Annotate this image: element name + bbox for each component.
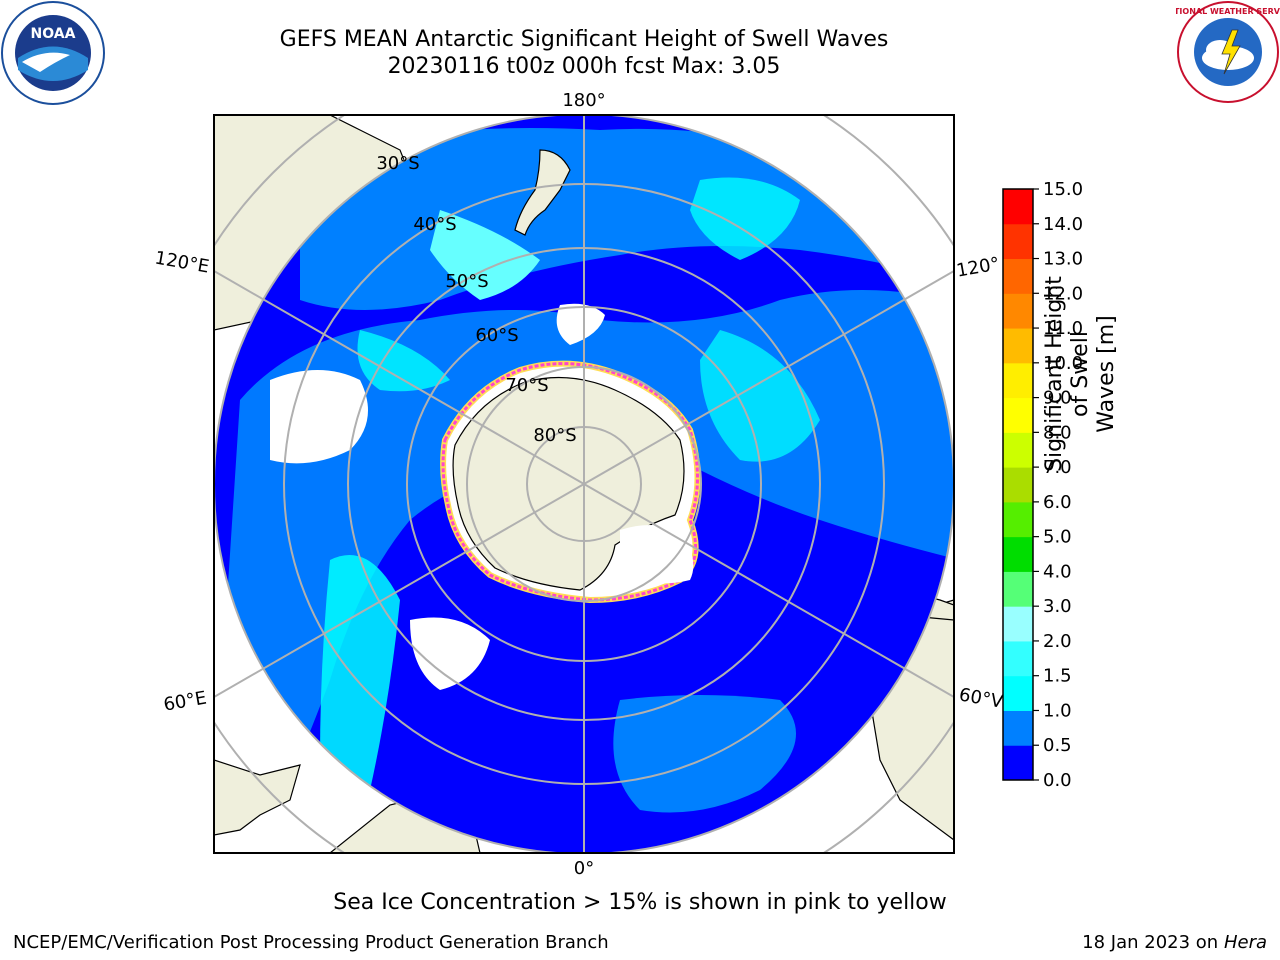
colorbar-bin — [1003, 571, 1033, 607]
swell-streak-indian — [320, 555, 400, 796]
chart-subtitle: 20230116 t00z 000h fcst Max: 3.05 — [387, 54, 781, 79]
colorbar-bin — [1003, 432, 1033, 468]
lat-label-80s: 80°S — [533, 425, 576, 446]
noaa-logo: NOAA — [1, 1, 105, 105]
footer-date: 18 Jan 2023 on Hera — [1082, 932, 1267, 953]
colorbar: 0.0 0.5 1.0 1.5 2.0 3.0 4.0 5.0 6.0 7.0 8.0 9.0 10.0… — [1002, 180, 1083, 790]
nws-logo: NATIONAL WEATHER SERVICE — [1176, 1, 1280, 103]
colorbar-tick-label: 1.0 — [1043, 700, 1072, 721]
colorbar-tick-label: 11.0 — [1043, 318, 1083, 339]
colorbar-bin — [1003, 397, 1033, 433]
swell-streak-south-indian — [357, 330, 450, 392]
lon-label-180: 180° — [562, 90, 605, 111]
madagascar-land — [214, 759, 301, 836]
lat-label-40s: 40°S — [413, 214, 456, 235]
footer-date-text: 18 Jan 2023 on — [1082, 932, 1219, 953]
lat-label-30s: 30°S — [376, 153, 419, 174]
colorbar-title-line2: Waves [m] — [1094, 315, 1119, 433]
colorbar-bin — [1003, 467, 1033, 503]
colorbar-tick-label: 7.0 — [1043, 457, 1072, 478]
colorbar-tick-label: 6.0 — [1043, 492, 1072, 513]
map-frame — [213, 114, 955, 854]
colorbar-tick-label: 4.0 — [1043, 561, 1072, 582]
colorbar-bin — [1003, 501, 1033, 538]
colorbar-bin — [1003, 362, 1033, 399]
swell-streak-tasman — [430, 210, 540, 300]
colorbar-tick-label: 0.0 — [1043, 770, 1072, 790]
colorbar-title: Significant Height of Swell Waves [m] — [1042, 274, 1120, 474]
chart-title: GEFS MEAN Antarctic Significant Height o… — [279, 27, 889, 52]
colorbar-tick-label: 14.0 — [1043, 214, 1083, 235]
lat-label-50s: 50°S — [445, 271, 488, 292]
colorbar-bin — [1003, 189, 1033, 225]
colorbar-bin — [1003, 745, 1033, 781]
colorbar-frame — [1002, 188, 1034, 781]
ice-patch-2 — [410, 617, 490, 690]
colorbar-tick-label: 3.0 — [1043, 596, 1072, 617]
colorbar-tick-label: 8.0 — [1043, 422, 1072, 443]
lat-label-70s: 70°S — [505, 375, 548, 396]
colorbar-bin — [1003, 640, 1033, 677]
ice-patch-3 — [556, 303, 605, 345]
colorbar-tick-label: 10.0 — [1043, 353, 1083, 374]
colorbar-bin — [1003, 328, 1033, 364]
colorbar-bins — [1003, 189, 1033, 781]
colorbar-bin — [1003, 536, 1033, 572]
colorbar-ticks: 0.0 0.5 1.0 1.5 2.0 3.0 4.0 5.0 6.0 7.0 8.0 9.0 10.0… — [1033, 180, 1083, 790]
meridians — [214, 115, 954, 853]
colorbar-tick-label: 9.0 — [1043, 388, 1072, 409]
colorbar-bin — [1003, 223, 1033, 260]
lon-label-0: 0° — [574, 858, 594, 879]
peninsula-ice — [620, 525, 694, 584]
lat-label-60s: 60°S — [475, 325, 518, 346]
colorbar-tick-label: 12.0 — [1043, 283, 1083, 304]
lon-label-120e: 120°E — [153, 247, 211, 277]
footer-credit: NCEP/EMC/Verification Post Processing Pr… — [13, 932, 609, 953]
colorbar-tick-label: 1.5 — [1043, 666, 1072, 687]
lon-label-60e: 60°E — [162, 687, 208, 715]
swell-streak-pacific-1 — [690, 177, 800, 260]
colorbar-tick-label: 0.5 — [1043, 735, 1072, 756]
colorbar-bin — [1003, 293, 1033, 329]
nws-logo-text: NATIONAL WEATHER SERVICE — [1176, 7, 1280, 16]
colorbar-tick-label: 2.0 — [1043, 631, 1072, 652]
colorbar-tick-label: 13.0 — [1043, 249, 1083, 270]
colorbar-title-line1: Significant Height of Swell — [1042, 276, 1093, 472]
colorbar-bin — [1003, 675, 1033, 711]
swell-patch-atlantic — [613, 695, 796, 813]
colorbar-bin — [1003, 606, 1033, 642]
colorbar-bin — [1003, 258, 1033, 294]
colorbar-tick-label: 15.0 — [1043, 180, 1083, 200]
sea-ice-note: Sea Ice Concentration > 15% is shown in … — [333, 890, 947, 915]
new-zealand-land — [514, 149, 571, 236]
colorbar-bin — [1003, 710, 1033, 746]
colorbar-tick-label: 5.0 — [1043, 527, 1072, 548]
footer-machine: Hera — [1223, 932, 1267, 953]
swell-streak-pacific-2 — [700, 330, 820, 462]
noaa-logo-text: NOAA — [31, 26, 76, 42]
ice-patch-1 — [270, 370, 368, 464]
